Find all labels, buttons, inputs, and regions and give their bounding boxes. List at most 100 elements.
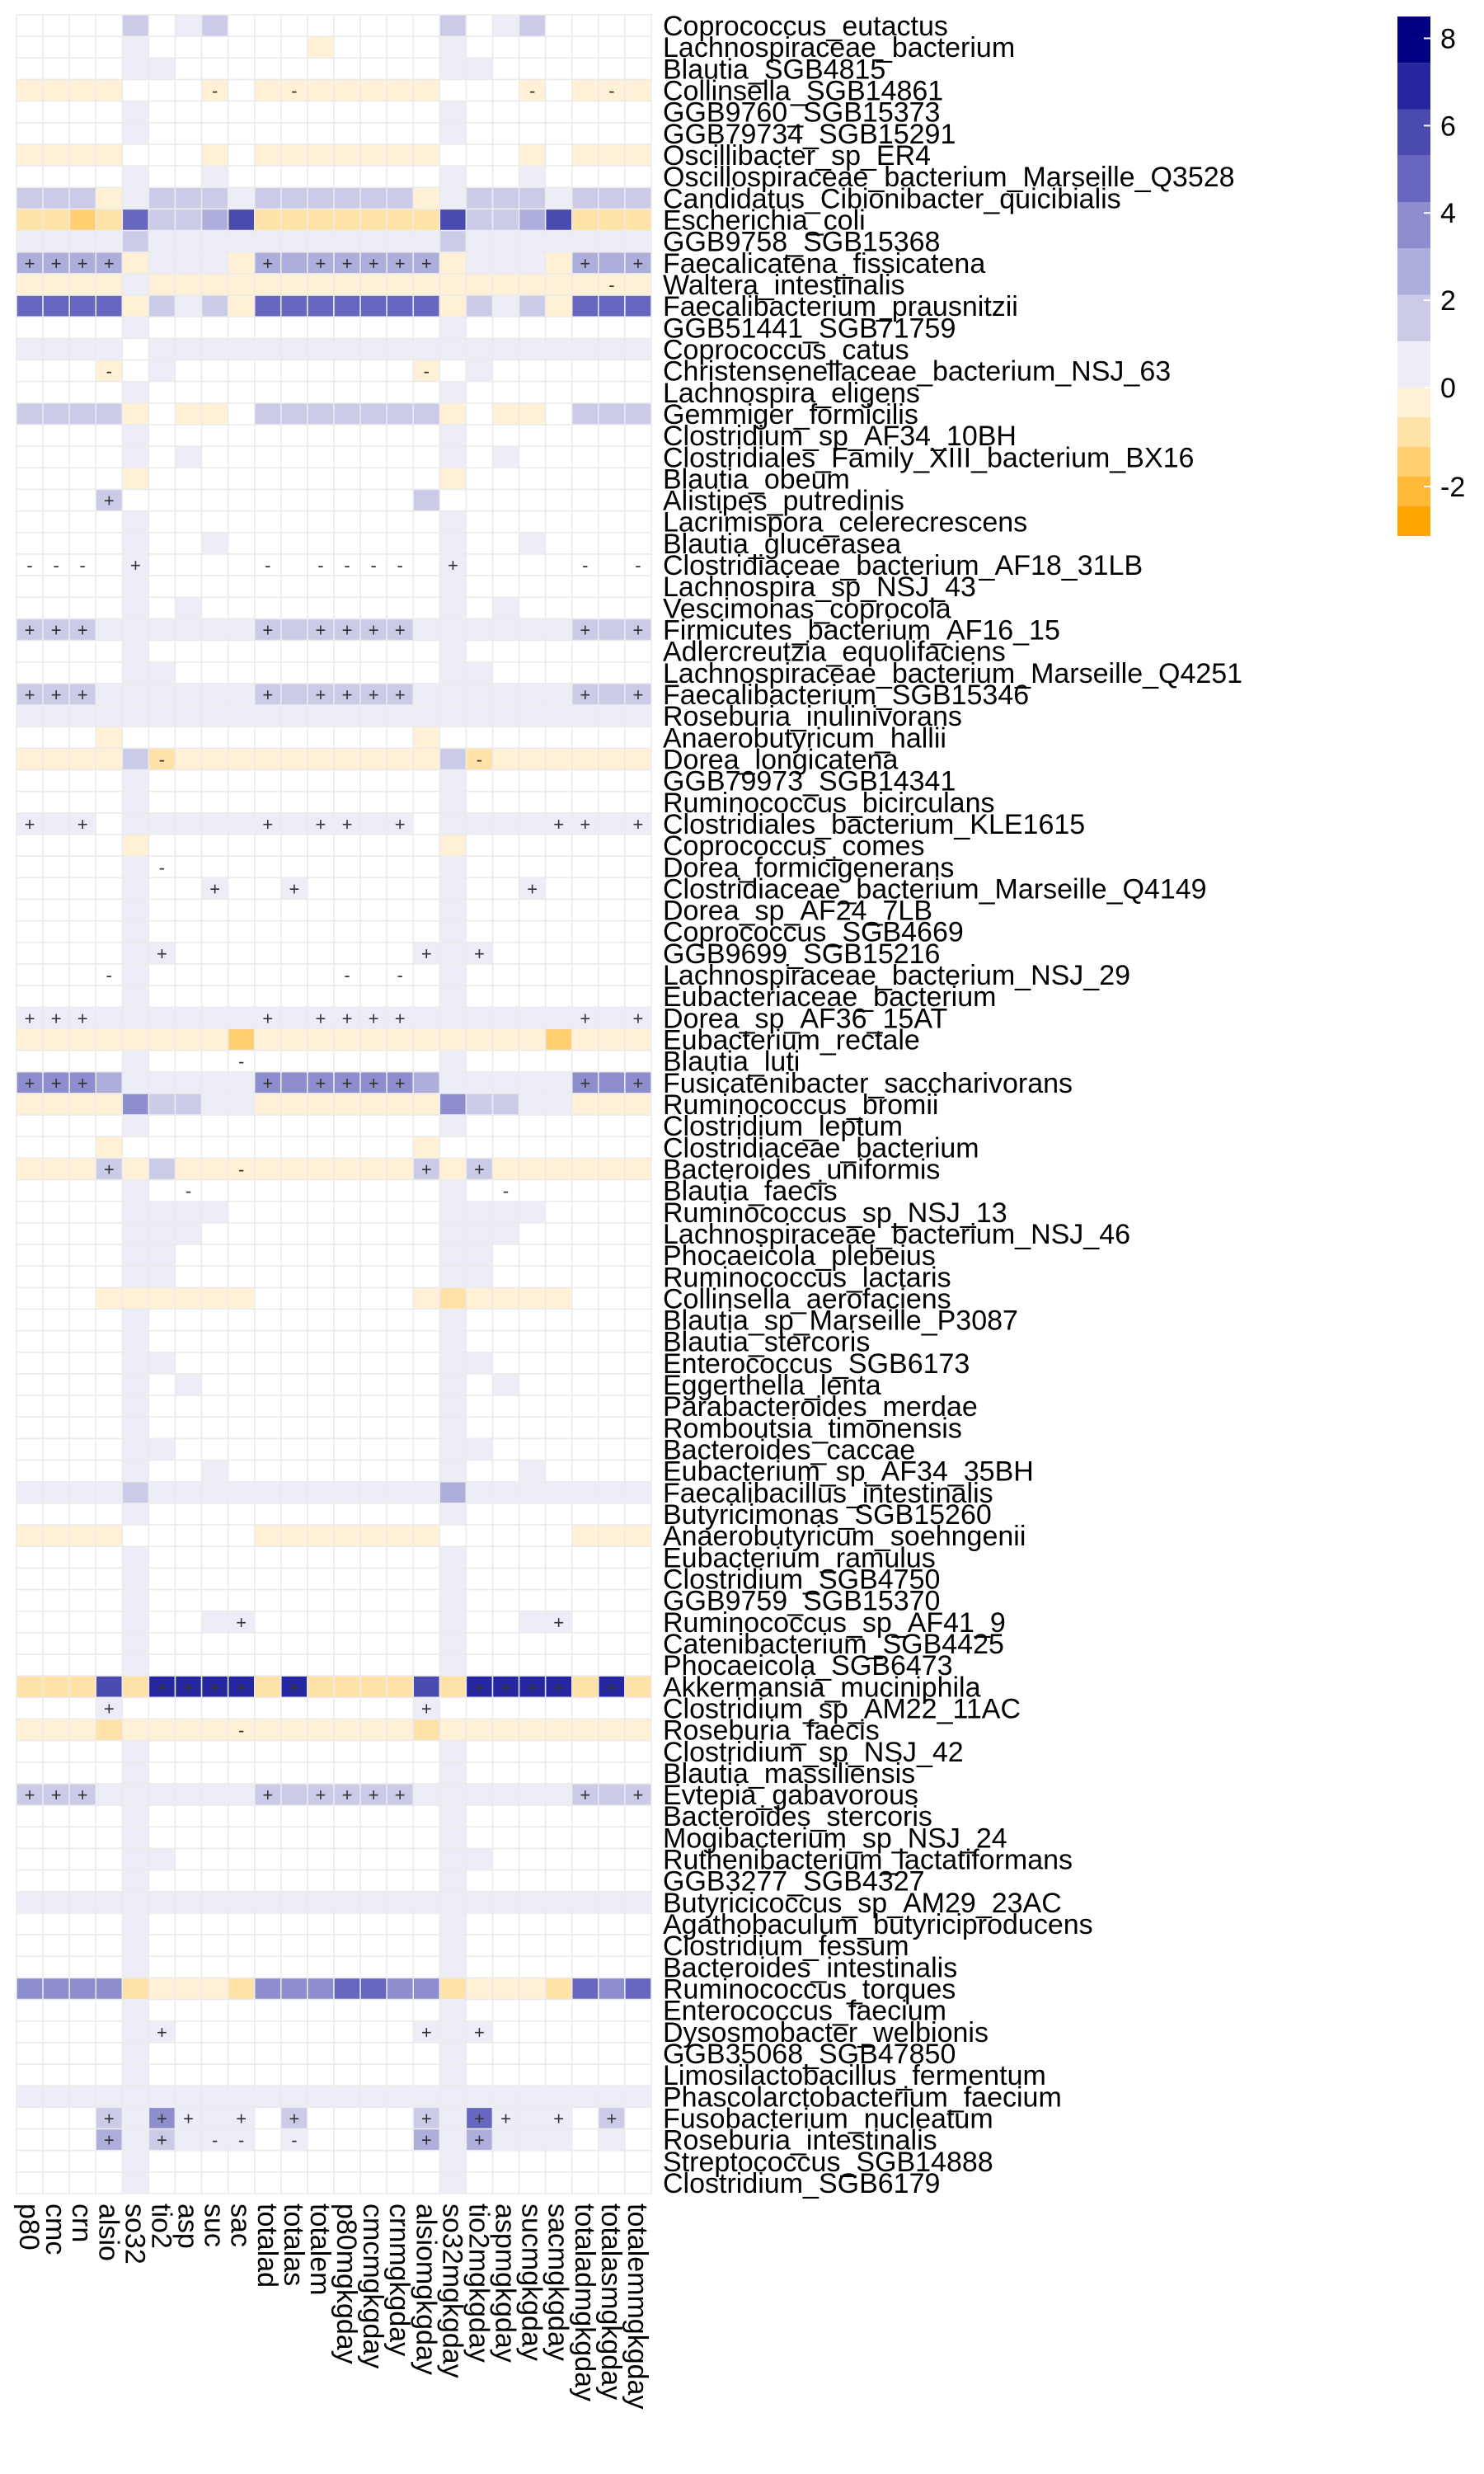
heatmap-cell [624, 1955, 652, 1979]
heatmap-cell [174, 488, 203, 512]
heatmap-cell [42, 143, 70, 167]
heatmap-cell [280, 402, 308, 426]
heatmap-cell [307, 532, 335, 555]
heatmap-cell [333, 1157, 361, 1181]
heatmap-cell [307, 1912, 335, 1935]
heatmap-cell [42, 510, 70, 534]
heatmap-cell [174, 1437, 203, 1461]
heatmap-cell [412, 294, 441, 317]
heatmap-cell [121, 1588, 150, 1612]
heatmap-cell [624, 1783, 652, 1806]
heatmap-cell [359, 143, 387, 167]
heatmap-cell [200, 1912, 229, 1935]
heatmap-cell [121, 532, 150, 555]
heatmap-cell [386, 1524, 415, 1547]
legend-swatch [1397, 477, 1430, 506]
heatmap-cell [280, 1373, 308, 1396]
row-label: Streptococcus_SGB14888 [663, 2147, 993, 2178]
heatmap-cell [280, 1761, 308, 1785]
heatmap-cell [571, 57, 599, 81]
heatmap-cell [68, 834, 96, 857]
heatmap-cell [200, 14, 229, 37]
heatmap-cell [598, 1761, 626, 1785]
heatmap-cell [491, 57, 520, 81]
heatmap-cell [174, 424, 203, 447]
heatmap-cell [491, 898, 520, 922]
heatmap-cell [42, 78, 70, 102]
heatmap-cell [439, 1869, 467, 1893]
heatmap-cell [491, 1329, 520, 1353]
heatmap-cell [16, 1373, 44, 1396]
heatmap-cell [68, 100, 96, 124]
heatmap-cell [68, 2171, 96, 2194]
heatmap-cell [439, 1718, 467, 1742]
significance-mark: + [51, 1785, 62, 1805]
significance-mark: + [316, 1073, 326, 1094]
heatmap-cell [359, 1222, 387, 1245]
significance-mark: + [157, 2108, 167, 2128]
heatmap-cell [95, 1093, 124, 1116]
heatmap-cell [174, 1308, 203, 1332]
heatmap-cell [174, 942, 203, 965]
heatmap-cell [16, 1416, 44, 1440]
heatmap-cell [439, 898, 467, 922]
heatmap-cell [121, 1653, 150, 1677]
heatmap-cell [359, 2020, 387, 2044]
heatmap-cell [571, 1718, 599, 1742]
heatmap-cell [386, 1178, 415, 1202]
heatmap-cell [624, 229, 652, 253]
heatmap-cell [174, 445, 203, 469]
heatmap-cell [42, 661, 70, 684]
heatmap-cell [95, 1481, 124, 1504]
heatmap-cell [439, 1847, 467, 1871]
significance-mark: + [395, 1008, 406, 1028]
row-label: Anaerobutyricum_soehngenii [663, 1521, 1026, 1552]
heatmap-cell [16, 2042, 44, 2065]
heatmap-cell [200, 963, 229, 986]
heatmap-cell [200, 2063, 229, 2086]
heatmap-cell [439, 273, 467, 296]
heatmap-cell [16, 1718, 44, 1742]
heatmap-cell [280, 467, 308, 491]
heatmap-cell [544, 1718, 573, 1742]
heatmap-cell [412, 57, 441, 81]
row-label: Coprococcus_catus [663, 334, 909, 365]
heatmap-cell [518, 920, 547, 943]
row-label: Coprococcus_SGB4669 [663, 917, 964, 948]
heatmap-cell [359, 1891, 387, 1914]
heatmap-cell [598, 1006, 626, 1030]
heatmap-cell [148, 229, 176, 253]
heatmap-cell [174, 553, 203, 576]
heatmap-cell [465, 575, 494, 599]
heatmap-cell [280, 1265, 308, 1289]
heatmap-cell [42, 963, 70, 986]
significance-mark: + [580, 684, 590, 705]
heatmap-cell [148, 1610, 176, 1634]
heatmap-cell [439, 14, 467, 37]
significance-mark: + [25, 253, 35, 274]
heatmap-cell [544, 1912, 573, 1935]
heatmap-cell [491, 208, 520, 232]
heatmap-cell [333, 726, 361, 750]
heatmap-cell [465, 596, 494, 620]
heatmap-cell [280, 1437, 308, 1461]
heatmap-cell [571, 1459, 599, 1483]
significance-mark: + [77, 814, 88, 835]
heatmap-cell [42, 1136, 70, 1159]
heatmap-cell [148, 78, 176, 102]
heatmap-cell [121, 1718, 150, 1742]
heatmap-cell [624, 1459, 652, 1483]
heatmap-cell [280, 2042, 308, 2065]
row-label: Roseburia_faecis [663, 1715, 880, 1747]
heatmap-cell [491, 1157, 520, 1181]
heatmap-cell [68, 1739, 96, 1763]
heatmap-cell [465, 380, 494, 404]
heatmap-cell [544, 57, 573, 81]
heatmap-cell [386, 639, 415, 663]
heatmap-cell [148, 1567, 176, 1591]
row-label: Vescimonas_coprocola [663, 593, 951, 624]
heatmap-cell [386, 532, 415, 555]
heatmap-cell [624, 510, 652, 534]
heatmap-cell [148, 1826, 176, 1850]
